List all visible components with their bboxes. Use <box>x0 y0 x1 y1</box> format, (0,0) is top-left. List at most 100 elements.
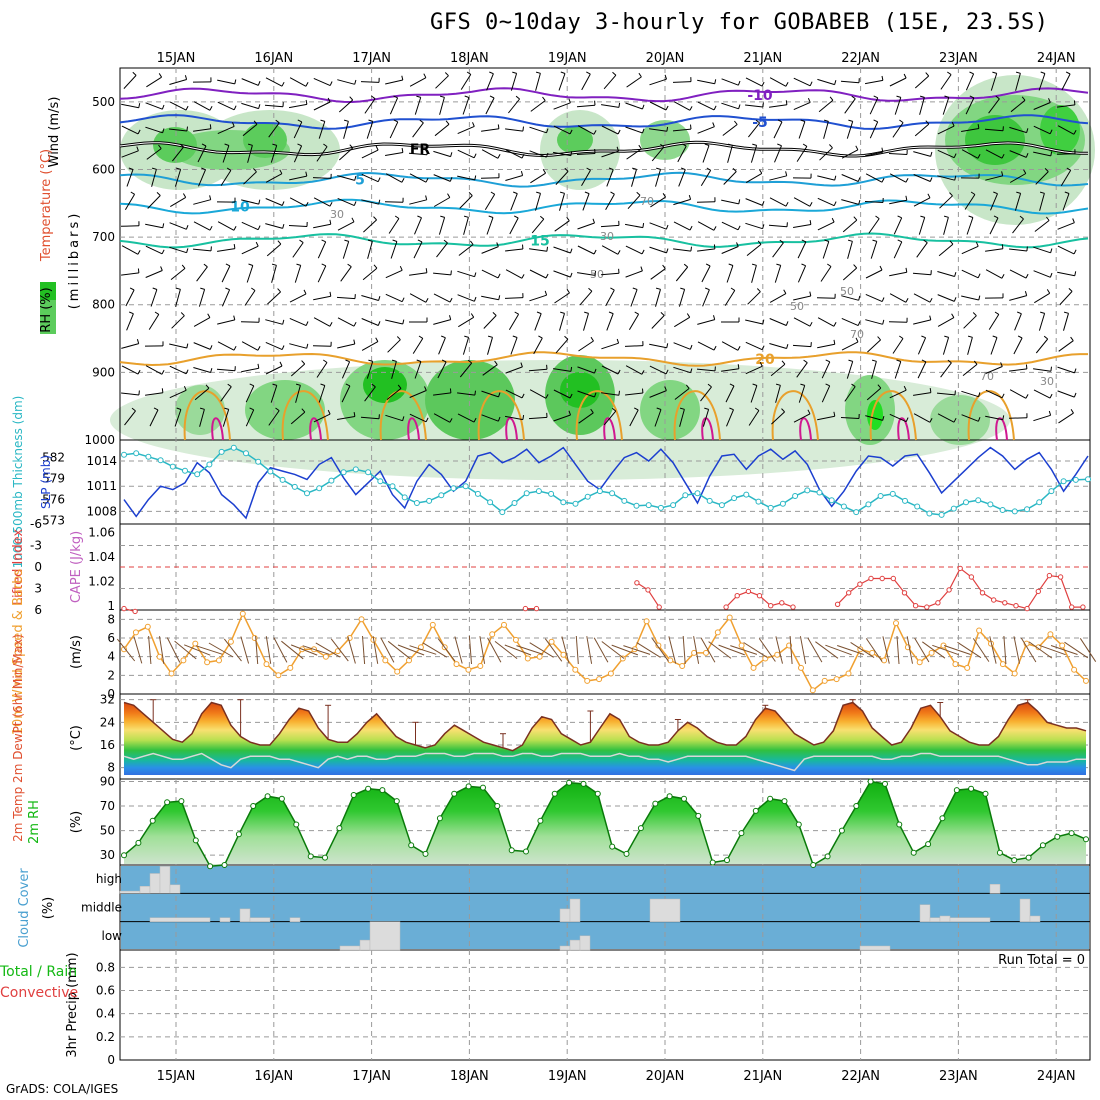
temp-contour-label: 5 <box>355 173 365 189</box>
wind-barb <box>817 415 835 421</box>
thickness-point <box>731 495 738 502</box>
rh-contour-label: 50 <box>590 268 604 281</box>
wind-barb <box>697 126 715 134</box>
temp-contour <box>119 198 1089 215</box>
wind-barb <box>433 413 451 423</box>
wind-barb-flag <box>757 240 762 245</box>
wind-barb <box>817 197 835 207</box>
wind-barb <box>385 293 403 303</box>
wind-barb-flag <box>536 191 541 194</box>
wind-barb <box>990 193 998 211</box>
wind-barb-flag <box>345 359 350 363</box>
wind-barb <box>437 361 447 379</box>
wind-barb-flag <box>944 95 949 98</box>
wind-barb <box>338 99 354 113</box>
wind-barb <box>555 338 569 354</box>
wind-barb <box>606 169 614 187</box>
rh2m-point <box>652 800 659 807</box>
wind-barb <box>649 128 667 132</box>
wind10-point <box>524 655 531 662</box>
wind-barb <box>462 337 470 355</box>
wind-barb-flag <box>690 368 693 373</box>
wind-barb <box>579 290 593 306</box>
temp-contour-warm <box>869 390 917 441</box>
rh2m-point <box>695 812 702 819</box>
wind-barb-flag <box>233 105 237 111</box>
day-tick-top: 22JAN <box>841 51 880 66</box>
thickness-point <box>1024 506 1030 513</box>
wind-barb <box>1014 193 1022 211</box>
wind-barb <box>605 289 615 307</box>
wind-barb <box>962 364 978 376</box>
wind-barb-flag <box>255 241 259 247</box>
wind-barb <box>842 219 858 233</box>
wind-barb <box>171 315 185 329</box>
wind-barb-flag <box>712 122 715 127</box>
wind-barb <box>913 197 931 207</box>
wind10-barb <box>700 637 716 663</box>
thickness-point <box>804 487 811 494</box>
wind-barbs-upper <box>120 71 1077 427</box>
wind-barb-flag <box>786 344 789 349</box>
rh2m-point <box>781 798 788 805</box>
wind-barb <box>936 392 956 396</box>
wind-barb <box>961 269 979 279</box>
wind-barb-flag <box>207 313 211 318</box>
wind-barb <box>414 361 422 379</box>
wind10-point <box>750 664 757 671</box>
wind-barb-flag <box>1025 364 1028 369</box>
wind-barb-flag <box>897 215 902 219</box>
wind-barb <box>985 389 1003 399</box>
wind-barb-flag <box>594 392 597 398</box>
wind10-barb <box>409 645 437 655</box>
wind-barb-flag <box>785 171 788 176</box>
wind-barb <box>241 367 259 373</box>
panel-w10 <box>119 609 1091 695</box>
wind-barb <box>1057 125 1075 135</box>
wind10-barb <box>494 641 518 659</box>
thickness-point <box>365 469 372 476</box>
lifted-index-point <box>924 604 930 610</box>
wind-barb <box>146 148 162 160</box>
wind-barb-flag <box>802 143 808 147</box>
wind-barb-flag <box>136 339 140 344</box>
wind-barb-flag <box>489 71 494 75</box>
wind-barb-flag <box>296 263 301 266</box>
thickness-point <box>1085 476 1091 483</box>
wind-barb-flag <box>881 297 885 302</box>
thickness-point <box>304 490 310 497</box>
wind-barb <box>889 271 907 277</box>
wind-barb <box>961 390 979 398</box>
cloud-bar-low <box>569 939 581 951</box>
wind-barb <box>1061 73 1071 91</box>
slp-tick: 1014 <box>86 454 117 468</box>
wind-barb-flag <box>397 384 402 389</box>
wind10-barb <box>387 640 411 660</box>
wind-barb-flag <box>665 369 669 375</box>
wind-barb <box>124 410 136 426</box>
wind-barb-flag <box>323 359 328 363</box>
cloud-layer-label: middle <box>81 901 122 915</box>
temp-contour-warm <box>183 390 231 441</box>
temp-contour-hot <box>211 417 224 441</box>
wind-barb-flag <box>226 167 232 171</box>
wind10-barb <box>601 641 625 659</box>
wind-barb-flag <box>617 129 621 135</box>
wind10-point <box>703 649 709 656</box>
wind-barb <box>409 199 427 205</box>
wind-barb-flag <box>847 239 853 242</box>
wind-barb-flag <box>752 383 758 386</box>
wind-barb-flag <box>921 359 927 363</box>
wind-barb-flag <box>137 129 141 135</box>
wind-barb <box>241 102 259 110</box>
wind-barb <box>1063 313 1069 331</box>
wind-barb <box>1033 246 1051 254</box>
wind-barb-flag <box>824 239 829 242</box>
wind-barb-flag <box>801 263 806 267</box>
wind-barb-flag <box>425 195 428 200</box>
wind-barb <box>433 174 451 182</box>
wind-barb <box>193 317 211 327</box>
wind-barb-flag <box>929 418 933 423</box>
wind-barb <box>266 243 282 257</box>
wind-barb <box>1009 295 1027 301</box>
